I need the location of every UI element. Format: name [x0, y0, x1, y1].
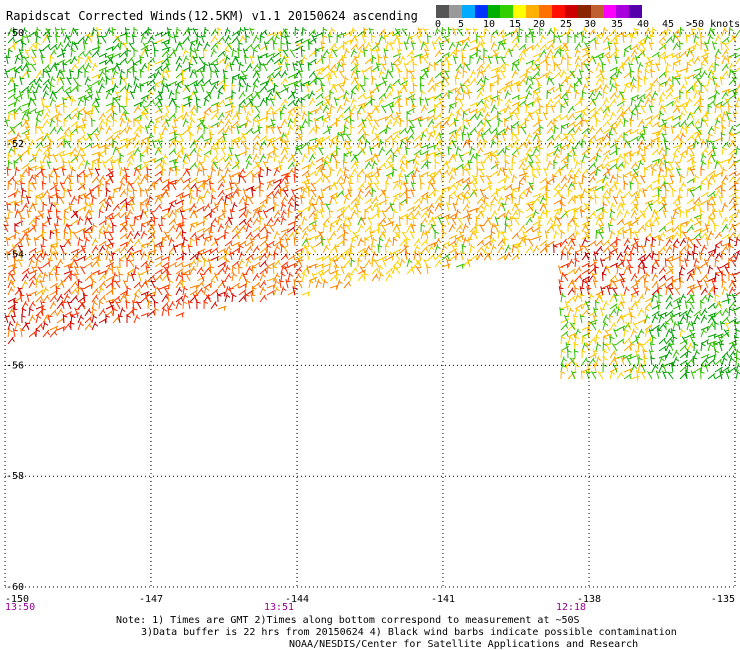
- legend-swatch: [603, 5, 617, 18]
- legend-label: 15: [508, 19, 522, 30]
- legend-swatch: [564, 5, 578, 18]
- latitude-label: -58: [6, 471, 24, 482]
- legend-swatch: [461, 5, 475, 18]
- legend-swatch: [577, 5, 591, 18]
- legend-swatch: [539, 5, 553, 18]
- legend-label: 40: [636, 19, 650, 30]
- legend-swatch: [590, 5, 604, 18]
- pass-time-label: 13:51: [264, 602, 294, 613]
- legend-label: 35: [610, 19, 624, 30]
- longitude-label: -138: [577, 594, 601, 605]
- legend-swatch: [629, 5, 643, 18]
- note-line-1: Note: 1) Times are GMT 2)Times along bot…: [116, 615, 580, 626]
- legend-label: 25: [559, 19, 573, 30]
- legend-swatch: [616, 5, 630, 18]
- legend-swatch: [474, 5, 488, 18]
- latitude-label: -60: [6, 582, 24, 593]
- legend-label: 20: [532, 19, 546, 30]
- longitude-label: -147: [139, 594, 163, 605]
- legend-swatch: [526, 5, 540, 18]
- legend-label: 0: [434, 19, 442, 30]
- latitude-label: -56: [6, 360, 24, 371]
- pass-time-label: 12:18: [556, 602, 586, 613]
- note-line-2: 3)Data buffer is 22 hrs from 20150624 4)…: [141, 627, 677, 638]
- latitude-label: -50: [6, 28, 24, 39]
- legend-color-bar: [436, 5, 643, 18]
- wind-speed-legend: 0 5 10 15 20 25 30 35 40 45 >50 knots: [434, 5, 740, 33]
- graticule: [4, 32, 736, 588]
- legend-label: 10: [482, 19, 496, 30]
- latitude-label: -54: [6, 250, 24, 261]
- legend-swatch: [500, 5, 514, 18]
- legend-label: 5: [457, 19, 465, 30]
- longitude-label: -141: [431, 594, 455, 605]
- legend-swatch: [436, 5, 449, 18]
- note-line-3: NOAA/NESDIS/Center for Satellite Applica…: [289, 639, 639, 650]
- longitude-label: -144: [285, 594, 309, 605]
- legend-label: 45: [661, 19, 675, 30]
- legend-swatch: [513, 5, 527, 18]
- longitude-label: -135: [711, 594, 735, 605]
- map-title: Rapidscat Corrected Winds(12.5KM) v1.1 2…: [6, 9, 418, 23]
- latitude-label: -52: [6, 139, 24, 150]
- legend-label: >50 knots: [686, 19, 740, 30]
- pass-time-label: 13:50: [5, 602, 35, 613]
- legend-swatch: [448, 5, 462, 18]
- legend-swatch: [552, 5, 565, 18]
- legend-labels: 0 5 10 15 20 25 30 35 40 45 >50 knots: [434, 19, 740, 33]
- legend-label: 30: [583, 19, 597, 30]
- longitude-label: -150: [5, 594, 29, 605]
- legend-swatch: [487, 5, 501, 18]
- wind-barbs: [3, 26, 740, 381]
